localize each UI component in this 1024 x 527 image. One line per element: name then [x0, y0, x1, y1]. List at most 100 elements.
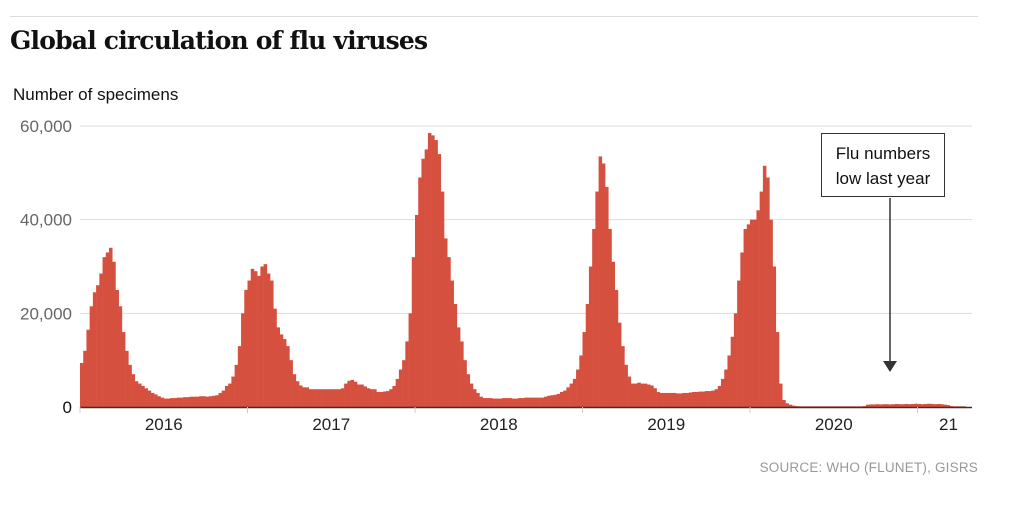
bar	[595, 191, 599, 407]
bar	[321, 389, 326, 407]
bar	[376, 392, 380, 407]
bar	[911, 403, 915, 407]
bar	[617, 322, 622, 407]
bar	[624, 364, 628, 407]
bar	[405, 341, 409, 407]
bar	[959, 406, 963, 407]
bar	[872, 404, 876, 407]
bar	[189, 396, 194, 407]
bar	[386, 391, 390, 407]
bar	[212, 395, 216, 407]
bar	[740, 252, 744, 407]
bar	[730, 336, 735, 407]
bar	[437, 154, 442, 407]
bar	[743, 229, 748, 407]
bar	[299, 385, 303, 407]
bar	[489, 398, 493, 407]
bar	[891, 404, 896, 407]
bar	[540, 397, 545, 407]
bar	[885, 404, 889, 407]
arrow-down-icon	[883, 361, 897, 372]
bar	[711, 390, 715, 407]
bar	[469, 383, 474, 407]
bar	[865, 404, 870, 407]
bar	[137, 383, 142, 407]
bar	[108, 247, 113, 407]
bar	[402, 360, 406, 407]
annotation-line-2: low last year	[835, 169, 931, 188]
bar	[737, 280, 741, 407]
bar	[373, 389, 377, 407]
bar	[302, 387, 306, 407]
bar	[382, 391, 387, 407]
bar	[208, 396, 213, 407]
bar	[166, 398, 171, 407]
bar	[353, 381, 358, 407]
bar	[917, 403, 922, 407]
bar	[147, 390, 152, 407]
bar	[102, 257, 107, 407]
bar	[266, 273, 271, 407]
bar	[495, 398, 500, 407]
bar	[927, 403, 931, 407]
annotation-box: Flu numbers low last year	[821, 133, 945, 197]
bar	[231, 376, 235, 407]
bar	[630, 383, 635, 407]
bar	[237, 346, 242, 407]
bar	[205, 396, 210, 407]
bar	[930, 403, 934, 407]
bar	[282, 339, 287, 407]
bar	[888, 404, 893, 407]
bar	[150, 392, 155, 407]
bar	[340, 388, 345, 407]
bar	[592, 229, 596, 407]
bar	[775, 332, 780, 407]
bar	[118, 306, 123, 407]
bar	[215, 395, 219, 407]
bar	[820, 406, 825, 407]
bar	[704, 391, 709, 407]
bar	[952, 406, 957, 407]
bar	[392, 385, 396, 407]
bar	[634, 383, 638, 407]
bar	[714, 389, 719, 407]
bar	[415, 214, 419, 407]
bar	[131, 374, 136, 407]
bar	[727, 355, 731, 407]
bar	[576, 369, 580, 407]
bar	[550, 395, 554, 407]
bar	[408, 313, 413, 407]
bar	[801, 406, 806, 407]
bar	[685, 392, 690, 407]
bar	[817, 406, 822, 407]
bar	[279, 334, 284, 407]
x-tick-label: 2018	[480, 415, 518, 434]
bar	[328, 389, 332, 407]
bar	[99, 273, 103, 407]
bar	[807, 406, 812, 407]
bar	[692, 392, 696, 407]
bar	[943, 404, 947, 407]
bar	[904, 403, 909, 407]
bar	[334, 389, 338, 407]
bar	[936, 403, 941, 407]
bar	[759, 191, 764, 407]
y-axis-label: Number of specimens	[13, 85, 179, 104]
bar	[244, 289, 248, 407]
bar	[650, 385, 654, 407]
bar	[721, 378, 725, 407]
bar	[492, 398, 496, 407]
bar	[653, 388, 657, 407]
bar	[170, 398, 174, 407]
bar	[682, 392, 686, 407]
bar	[836, 406, 841, 407]
bar	[80, 362, 84, 407]
bar	[144, 388, 148, 407]
bar	[160, 397, 165, 407]
x-tick-label: 2020	[815, 415, 853, 434]
bar	[534, 397, 538, 407]
bar	[105, 252, 110, 407]
bar	[250, 268, 255, 407]
bar	[640, 383, 644, 407]
bar	[121, 332, 126, 407]
